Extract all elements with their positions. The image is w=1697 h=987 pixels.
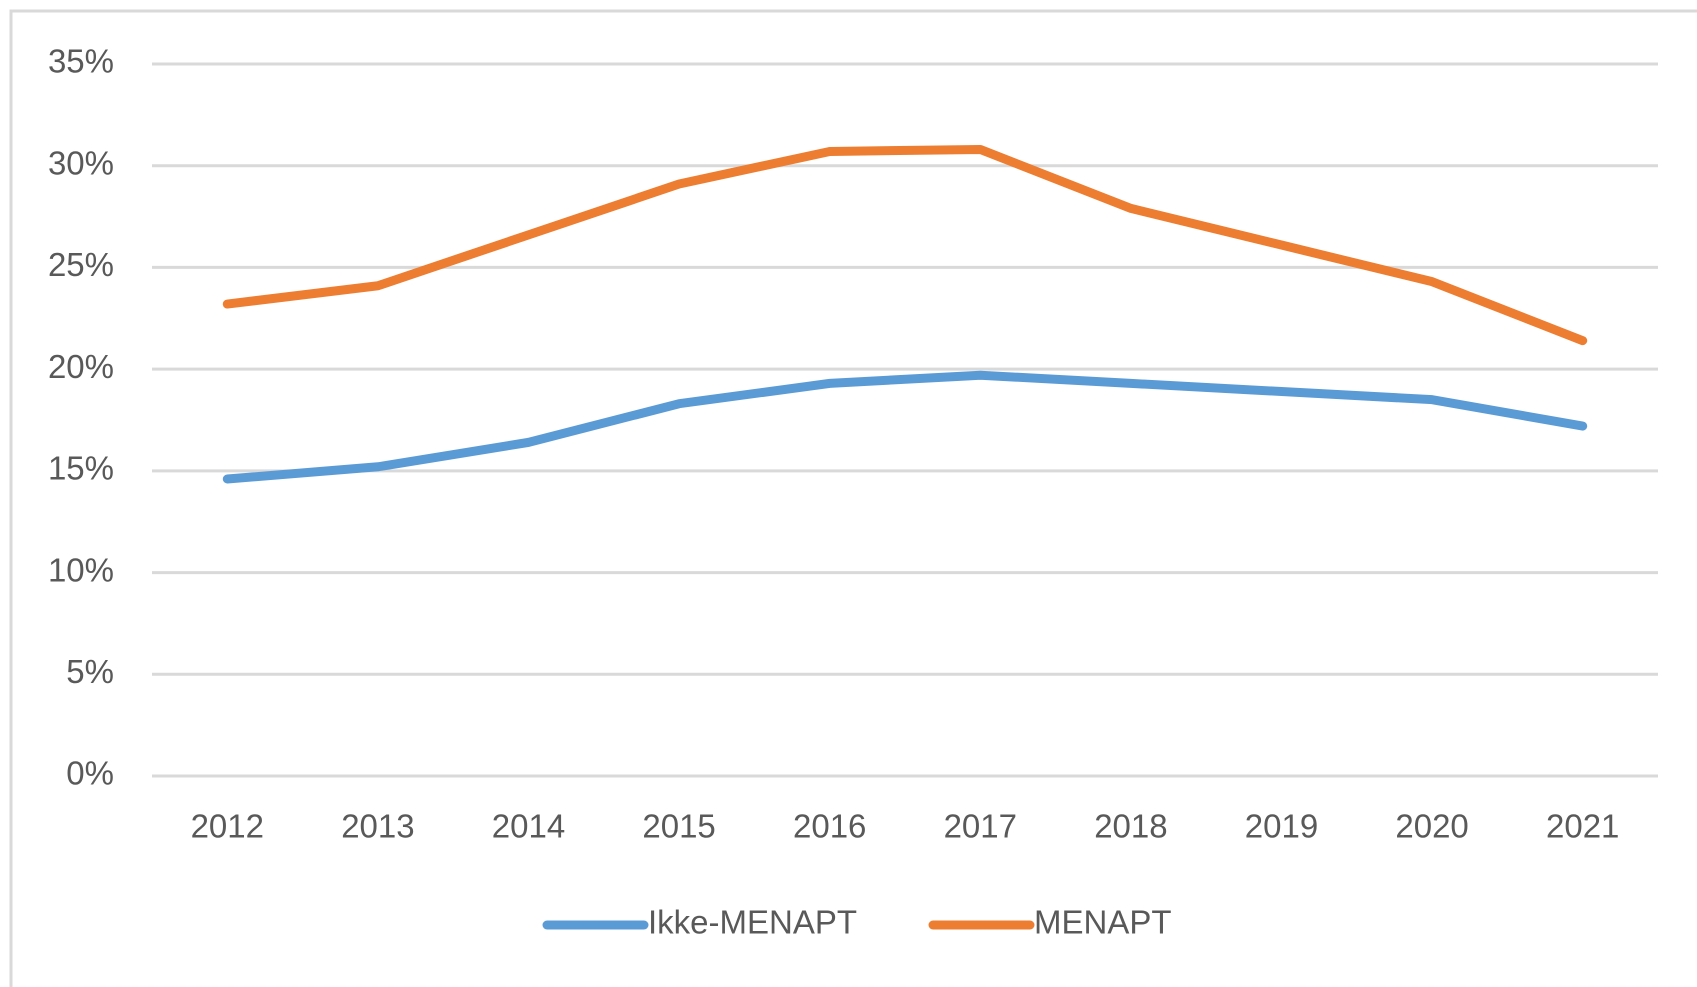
- y-tick-label: 30%: [48, 144, 114, 181]
- data-line: [222, 370, 1588, 484]
- y-tick-label: 5%: [66, 653, 114, 690]
- y-tick-label: 15%: [48, 450, 114, 487]
- y-tick-label: 20%: [48, 348, 114, 385]
- x-tick-label: 2014: [492, 808, 565, 845]
- y-tick-label: 25%: [48, 246, 114, 283]
- x-tick-label: 2015: [642, 808, 715, 845]
- x-tick-label: 2018: [1094, 808, 1167, 845]
- x-tick-label: 2021: [1546, 808, 1619, 845]
- x-tick-label: 2012: [191, 808, 264, 845]
- chart-frame: [9, 9, 1697, 987]
- legend-label: Ikke-MENAPT: [648, 904, 857, 941]
- x-tick-label: 2016: [793, 808, 866, 845]
- y-tick-label: 10%: [48, 551, 114, 588]
- data-line: [222, 144, 1588, 346]
- legend-label: MENAPT: [1034, 904, 1172, 941]
- x-tick-label: 2019: [1245, 808, 1318, 845]
- y-tick-label: 35%: [48, 43, 114, 80]
- x-tick-label: 2017: [944, 808, 1017, 845]
- y-tick-label: 0%: [66, 755, 114, 792]
- x-tick-label: 2020: [1395, 808, 1468, 845]
- x-tick-label: 2013: [341, 808, 414, 845]
